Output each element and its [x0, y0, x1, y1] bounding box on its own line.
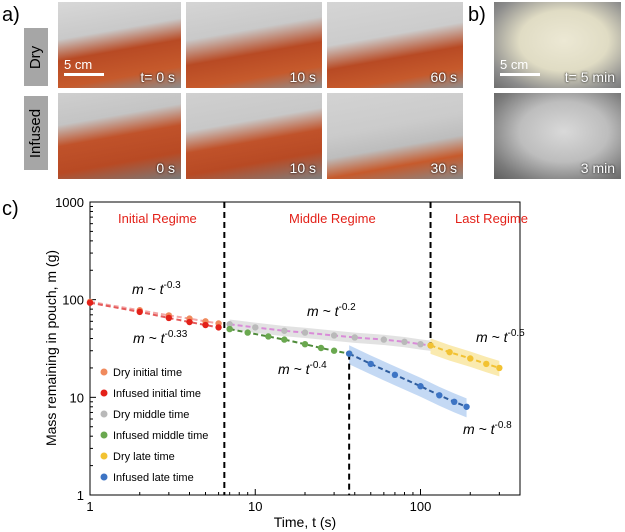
point-infused-middle-time [281, 336, 288, 343]
point-dry-late-time [446, 348, 453, 356]
point-infused-late-time [463, 403, 470, 410]
regime-label-middle: Middle Regime [289, 211, 376, 226]
caption-b-bottom: 3 min [580, 160, 615, 176]
point-infused-late-time [345, 350, 353, 357]
legend-marker [100, 368, 108, 376]
regime-label-initial: Initial Regime [118, 211, 197, 226]
photo-dry-0: 5 cm t= 0 s [58, 2, 181, 88]
y-tick-label: 100 [62, 293, 84, 308]
caption-infused-1: 10 s [289, 160, 316, 176]
fit-dry-initial-time [89, 300, 219, 325]
point-dry-middle-time [330, 332, 338, 339]
axis-ticks: 1 10 100 1000 1 10 100 [55, 195, 521, 514]
legend-label: Infused late time [113, 472, 194, 484]
chart-legend: Dry initial time Infused initial time Dry … [100, 367, 208, 484]
panel-letter-c: c) [2, 198, 19, 220]
point-dry-middle-time [301, 329, 309, 336]
point-infused-middle-time [265, 333, 272, 340]
legend-marker [100, 452, 108, 460]
point-dry-middle-time [351, 334, 358, 341]
point-dry-late-time [483, 360, 490, 368]
legend-marker [100, 431, 108, 439]
band-dry-middle-time [229, 319, 431, 351]
photo-b-top: 5 cm t= 5 min [494, 2, 621, 88]
scale-bar-a: 5 cm [64, 57, 104, 76]
caption-dry-1: 10 s [289, 69, 316, 85]
point-infused-late-time [367, 360, 374, 368]
point-infused-late-time [436, 392, 443, 399]
annotation-dry-late: m ~ t-0.5 [476, 328, 525, 345]
point-infused-initial-time [202, 321, 209, 329]
point-infused-middle-time [301, 340, 309, 348]
point-infused-middle-time [226, 325, 233, 333]
scale-bar-b: 5 cm [500, 57, 540, 76]
caption-infused-0: 0 s [156, 160, 175, 176]
point-dry-late-time [427, 342, 434, 349]
point-infused-late-time [417, 383, 424, 390]
y-axis-label: Mass remaining in pouch, m (g) [43, 250, 59, 446]
legend-marker [100, 389, 108, 397]
annotation-infused-late: m ~ t-0.8 [463, 420, 512, 437]
point-infused-late-time [451, 398, 458, 406]
panel-letter-b: b) [468, 4, 486, 26]
x-tick-label: 100 [410, 499, 432, 514]
point-dry-middle-time [281, 327, 288, 334]
point-infused-initial-time [165, 314, 173, 322]
point-dry-middle-time [252, 324, 259, 331]
legend-label: Dry middle time [113, 409, 189, 421]
y-tick-label: 1000 [55, 195, 84, 210]
caption-dry-2: 60 s [430, 69, 457, 85]
photo-infused-1: 10 s [186, 93, 322, 179]
point-infused-middle-time [317, 344, 325, 352]
y-tick-label: 1 [77, 488, 84, 503]
caption-b-top: t= 5 min [564, 69, 615, 85]
point-dry-middle-time [417, 340, 424, 348]
annotation-infused-initial: m ~ t-0.33 [133, 329, 188, 346]
legend-marker [100, 410, 108, 418]
photo-b-bottom: 3 min [494, 93, 621, 179]
y-tick-label: 10 [70, 390, 84, 405]
row-label-infused: Infused [24, 96, 48, 170]
photo-infused-2: 30 s [327, 93, 463, 179]
regime-label-last: Last Regime [455, 211, 528, 226]
point-dry-late-time [496, 364, 503, 372]
fit-dry-middle-time [229, 323, 431, 347]
photo-infused-0: 0 s [58, 93, 181, 179]
point-infused-middle-time [330, 347, 338, 354]
legend-marker [100, 473, 108, 481]
x-tick-label: 10 [248, 499, 262, 514]
legend-label: Infused initial time [113, 388, 201, 400]
point-infused-initial-time [186, 318, 193, 326]
data-points [86, 298, 503, 410]
annotation-infused-middle: m ~ t-0.4 [278, 360, 327, 377]
point-infused-middle-time [244, 329, 251, 336]
point-dry-middle-time [401, 338, 408, 346]
regime-lines [223, 202, 432, 495]
point-dry-middle-time [380, 336, 388, 343]
annotation-dry-initial: m ~ t-0.3 [132, 280, 181, 297]
photo-dry-1: 10 s [186, 2, 322, 88]
x-tick-label: 1 [86, 499, 93, 514]
legend-label: Dry late time [113, 451, 175, 463]
annotation-dry-middle: m ~ t-0.2 [307, 302, 356, 319]
row-label-dry: Dry [24, 28, 48, 86]
point-infused-initial-time [136, 308, 143, 316]
caption-infused-2: 30 s [430, 160, 457, 176]
photo-dry-2: 60 s [327, 2, 463, 88]
point-dry-middle-time [226, 321, 233, 328]
point-infused-initial-time [86, 299, 94, 306]
point-infused-late-time [391, 371, 399, 379]
point-infused-initial-time [215, 324, 222, 331]
legend-label: Infused middle time [113, 430, 208, 442]
panel-letter-a: a) [2, 4, 20, 26]
legend-label: Dry initial time [113, 367, 182, 379]
caption-dry-0: t= 0 s [140, 69, 175, 85]
x-axis-label: Time, t (s) [274, 514, 336, 530]
fit-infused-initial-time [89, 301, 219, 329]
point-dry-late-time [467, 355, 474, 362]
